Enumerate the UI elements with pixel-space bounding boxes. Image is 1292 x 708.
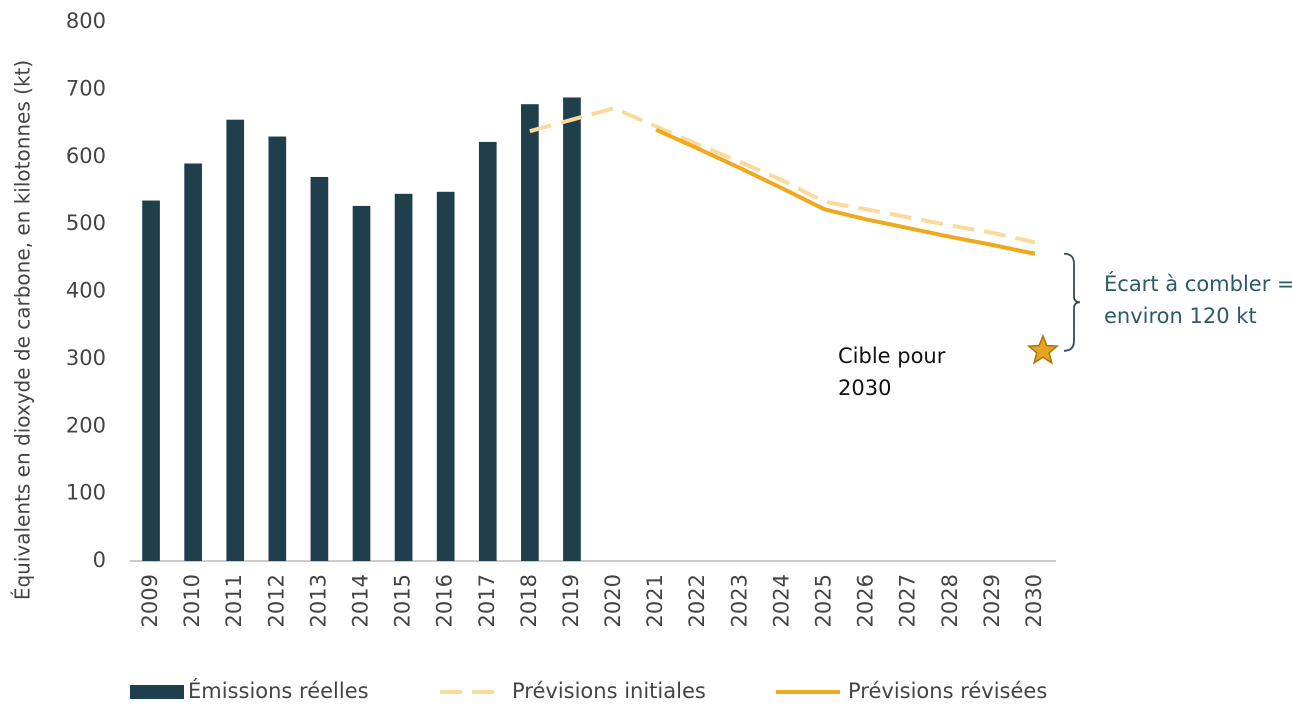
x-tick-label: 2030 — [1022, 574, 1046, 627]
x-tick-label: 2020 — [601, 574, 625, 627]
x-tick-label: 2025 — [812, 574, 836, 627]
bar — [184, 163, 202, 562]
bar — [478, 141, 497, 562]
y-tick-label: 300 — [66, 346, 106, 370]
line — [655, 127, 1036, 256]
x-tick-label: 2024 — [769, 574, 793, 627]
bar — [436, 191, 455, 561]
x-tick-label: 2014 — [349, 574, 373, 627]
bar — [563, 97, 581, 562]
bar — [268, 136, 287, 561]
y-tick-label: 200 — [66, 413, 106, 437]
x-tick-label: 2027 — [896, 574, 920, 627]
y-tick-label: 100 — [66, 481, 106, 505]
x-tick-label: 2011 — [222, 574, 246, 627]
y-tick-label: 700 — [66, 76, 106, 100]
x-tick-label: 2009 — [138, 574, 162, 627]
x-tick-label: 2022 — [685, 574, 709, 627]
target-label: 2030 — [838, 376, 891, 400]
y-tick-label: 600 — [66, 144, 106, 168]
x-tick-label: 2010 — [180, 574, 204, 627]
bar — [142, 200, 160, 561]
y-tick-label: 0 — [93, 548, 106, 572]
x-tick-label: 2028 — [938, 574, 962, 627]
x-tick-label: 2012 — [264, 574, 288, 627]
x-tick-label: 2023 — [727, 574, 751, 627]
bar — [521, 104, 539, 561]
x-tick-label: 2021 — [643, 574, 667, 627]
x-tick-label: 2019 — [559, 574, 583, 627]
gap-bracket — [1063, 252, 1081, 352]
gap-annotation: environ 120 kt — [1104, 304, 1257, 328]
y-tick-label: 500 — [66, 211, 106, 235]
target-label: Cible pour — [838, 344, 946, 368]
y-axis-label: Équivalents en dioxyde de carbone, en ki… — [11, 60, 35, 600]
y-tick-label: 800 — [66, 9, 106, 33]
gap-annotation: Écart à combler = — [1104, 271, 1292, 296]
legend-label: Prévisions initiales — [512, 679, 706, 703]
line — [529, 106, 1036, 245]
legend-label: Émissions réelles — [188, 678, 369, 703]
y-tick-label: 400 — [66, 279, 106, 303]
x-tick-label: 2017 — [475, 574, 499, 627]
x-tick-label: 2018 — [517, 574, 541, 627]
bar — [310, 176, 329, 561]
bar — [394, 193, 413, 561]
x-tick-label: 2013 — [306, 574, 330, 627]
x-tick-label: 2029 — [980, 574, 1004, 627]
bar — [226, 119, 245, 561]
bar — [352, 205, 371, 561]
x-tick-label: 2016 — [433, 574, 457, 627]
legend-label: Prévisions révisées — [848, 679, 1047, 703]
x-tick-label: 2015 — [391, 574, 415, 627]
x-tick-label: 2026 — [854, 574, 878, 627]
target-star — [1026, 333, 1060, 365]
legend-swatch — [130, 685, 184, 699]
